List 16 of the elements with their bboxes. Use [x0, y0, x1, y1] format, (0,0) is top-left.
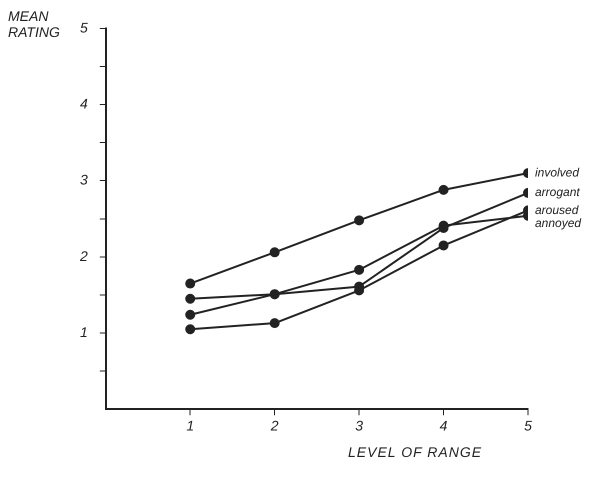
series-label: involved [535, 165, 580, 180]
y-tick-label: 4 [80, 95, 88, 112]
x-tick-label: 1 [186, 417, 194, 434]
y-tick-label: 1 [80, 324, 88, 340]
series-label: aroused [535, 202, 579, 217]
y-tick-label: 3 [80, 172, 88, 188]
x-tick-label: 2 [270, 417, 279, 434]
series-label: arrogant [535, 185, 580, 200]
series-label: annoyed [535, 216, 582, 230]
x-tick-label: 3 [355, 417, 364, 434]
x-tick-label: 4 [440, 417, 448, 434]
y-tick-label: 5 [80, 19, 88, 36]
x-axis-title: LEVEL OF RANGE [348, 444, 482, 460]
y-axis-title: MEAN RATING [8, 8, 61, 40]
x-tick-label: 5 [524, 417, 532, 434]
y-tick-label: 2 [78, 248, 88, 264]
